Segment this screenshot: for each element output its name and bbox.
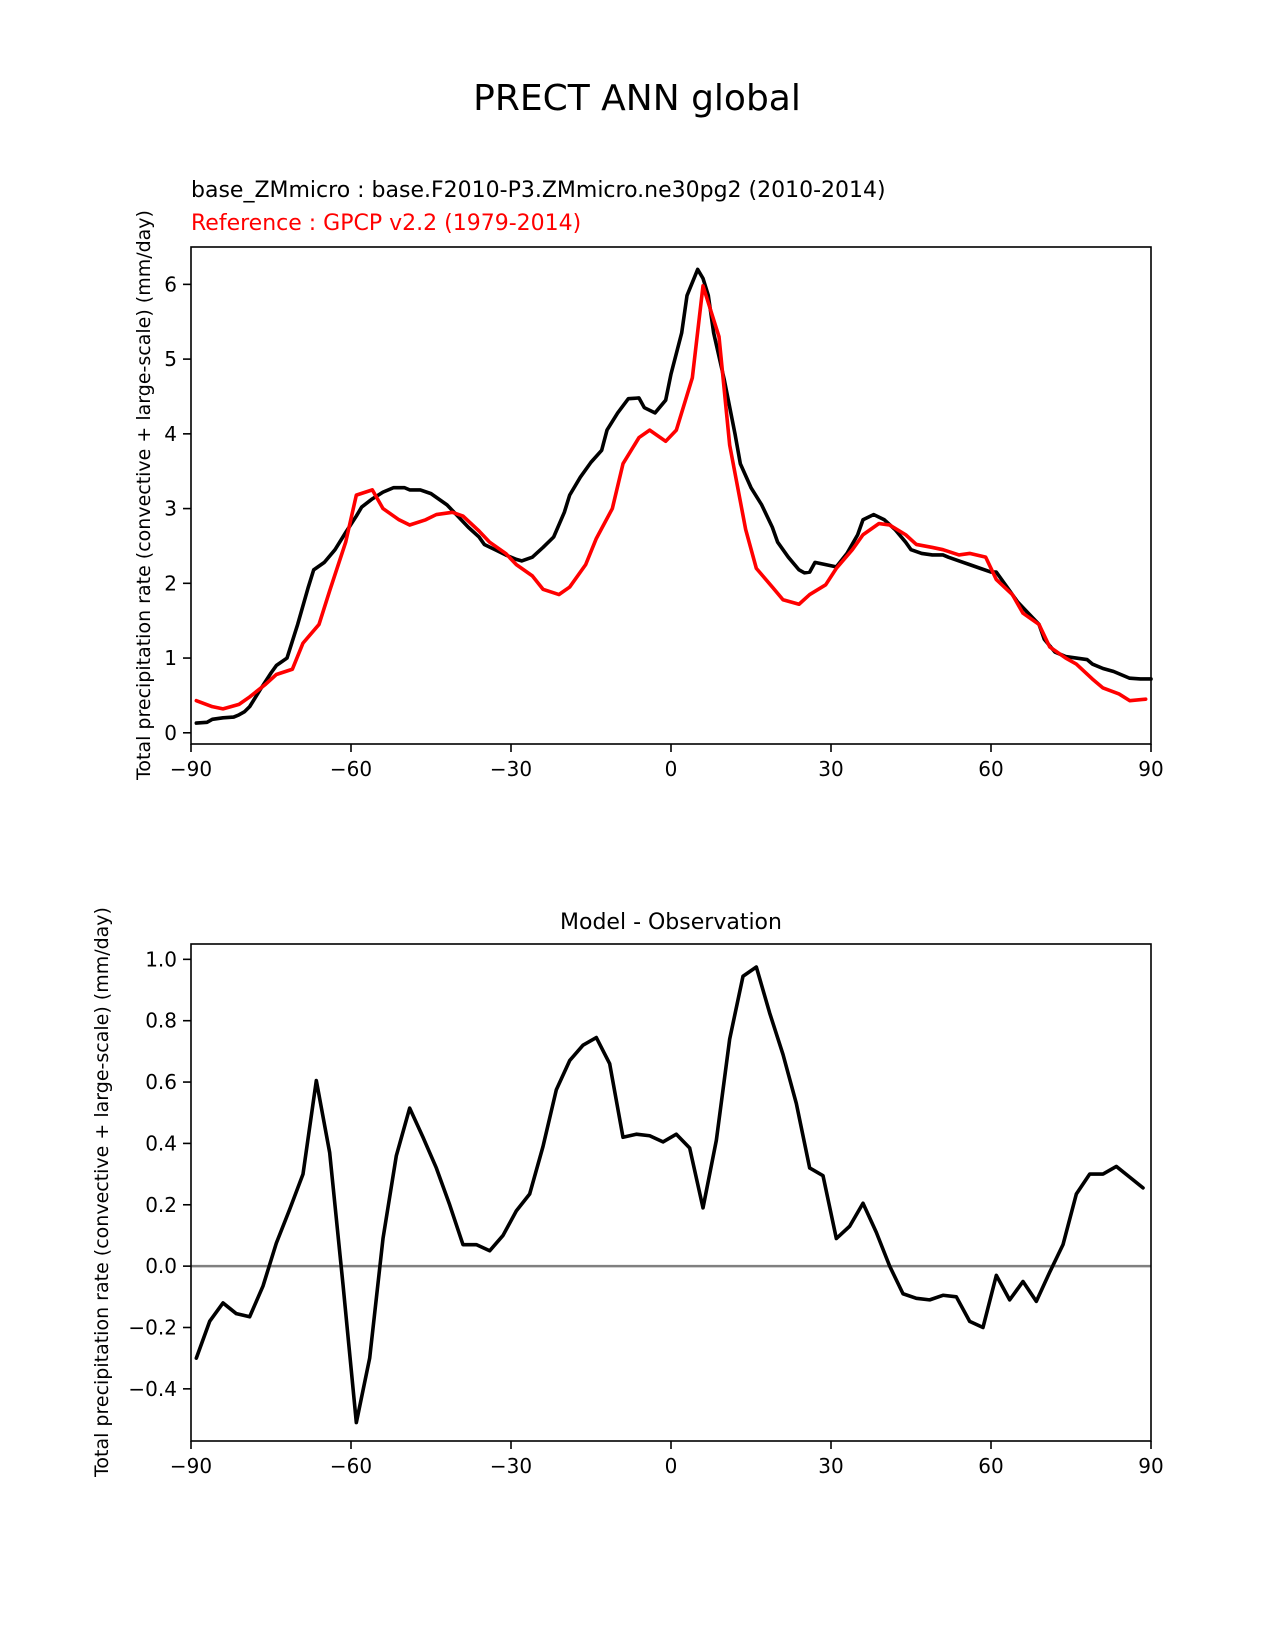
bottom-xtick-label: −60 — [330, 1454, 372, 1478]
top-axes-frame — [190, 246, 1152, 745]
top-ytick-label: 5 — [164, 347, 177, 371]
bottom-ylabel: Total precipitation rate (convective + l… — [91, 907, 113, 1478]
top-ytick-label: 4 — [164, 422, 177, 446]
top-xtick-label: −60 — [330, 757, 372, 781]
test-label: base_ZMmicro : base.F2010-P3.ZMmicro.ne3… — [191, 178, 886, 203]
bottom-series-line-0 — [194, 965, 1145, 1425]
top-ytick-label: 0 — [164, 721, 177, 745]
top-series — [194, 267, 1153, 725]
figure-title: PRECT ANN global — [473, 78, 801, 119]
top-xtick-label: 90 — [1138, 757, 1163, 781]
difference-panel: Model - Observation −90 −60 −30 0 30 60 90 −0.4… — [91, 907, 1164, 1478]
top-series-line-0 — [194, 267, 1153, 725]
top-ytick-label: 3 — [164, 497, 177, 521]
bottom-ytick-label: 1.0 — [145, 947, 177, 971]
top-xtick-label: 0 — [665, 757, 678, 781]
bottom-ytick-label: −0.2 — [128, 1315, 177, 1339]
bottom-ticks: −90 −60 −30 0 30 60 90 −0.4 −0.2 0.0 0.2 0.4 0.6 0.8 1… — [128, 947, 1163, 1478]
top-ytick-label: 2 — [164, 571, 177, 595]
top-xtick-label: −90 — [170, 757, 212, 781]
zonal-mean-panel: base_ZMmicro : base.F2010-P3.ZMmicro.ne3… — [133, 178, 1164, 781]
bottom-ytick-label: 0.4 — [145, 1131, 177, 1155]
bottom-xtick-label: −90 — [170, 1454, 212, 1478]
bottom-ytick-label: −0.4 — [128, 1377, 177, 1401]
top-ylabel: Total precipitation rate (convective + l… — [133, 210, 155, 781]
bottom-xtick-label: 60 — [978, 1454, 1003, 1478]
bottom-xtick-label: 0 — [665, 1454, 678, 1478]
bottom-ytick-label: 0.6 — [145, 1070, 177, 1094]
bottom-ytick-label: 0.8 — [145, 1009, 177, 1033]
top-xtick-label: −30 — [490, 757, 532, 781]
bottom-ytick-label: 0.0 — [145, 1254, 177, 1278]
top-ytick-label: 1 — [164, 646, 177, 670]
bottom-ytick-label: 0.2 — [145, 1193, 177, 1217]
bottom-xtick-label: 30 — [818, 1454, 843, 1478]
bottom-axes-frame — [190, 943, 1152, 1442]
bottom-xtick-label: 90 — [1138, 1454, 1163, 1478]
difference-title: Model - Observation — [560, 910, 782, 935]
reference-label: Reference : GPCP v2.2 (1979-2014) — [191, 211, 581, 236]
top-ytick-label: 6 — [164, 272, 177, 296]
top-xtick-label: 60 — [978, 757, 1003, 781]
top-series-line-1 — [194, 284, 1148, 711]
top-xtick-label: 30 — [818, 757, 843, 781]
top-ticks: −90 −60 −30 0 30 60 90 0 1 2 3 4 5 6 — [164, 272, 1163, 781]
bottom-xtick-label: −30 — [490, 1454, 532, 1478]
bottom-series — [191, 965, 1151, 1425]
